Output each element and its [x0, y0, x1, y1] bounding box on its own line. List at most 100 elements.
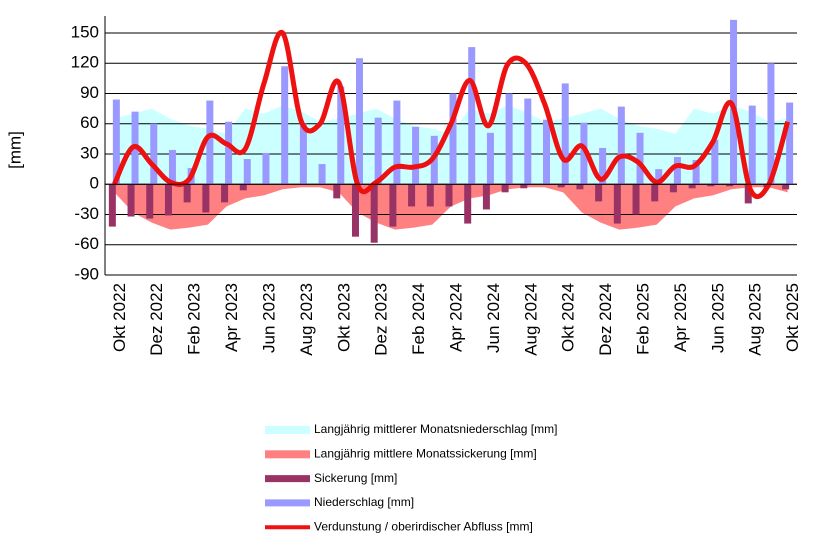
bar [355, 58, 363, 185]
y-tick-label: -90 [74, 264, 99, 283]
legend-label: Sickerung [mm] [314, 471, 397, 485]
bar [351, 184, 359, 237]
bar [393, 100, 401, 185]
bar [112, 99, 120, 185]
bar [262, 152, 270, 185]
bar [412, 126, 420, 185]
x-tick-label: Jun 2025 [708, 283, 727, 353]
bar [318, 164, 326, 185]
bar [299, 123, 307, 185]
bar [239, 184, 247, 191]
bar [183, 184, 191, 203]
bar [557, 184, 565, 188]
x-tick-label: Apr 2023 [222, 283, 241, 352]
y-tick-label: 90 [80, 83, 99, 102]
bar [150, 123, 158, 185]
bar [782, 184, 790, 190]
bar [613, 184, 621, 224]
y-tick-label: 150 [71, 22, 99, 41]
bar [599, 147, 607, 185]
x-tick-label: Aug 2023 [297, 283, 316, 356]
x-tick-label: Okt 2022 [110, 283, 129, 352]
bar [730, 19, 738, 185]
bar [580, 122, 588, 185]
bar [243, 159, 251, 185]
bar [505, 93, 513, 185]
bar [426, 184, 434, 207]
x-tick-label: Feb 2024 [409, 283, 428, 355]
bar [202, 184, 210, 213]
line [112, 29, 791, 200]
bar [127, 184, 135, 217]
bar [449, 93, 457, 185]
bar [370, 184, 378, 243]
bar [206, 100, 214, 185]
bar [281, 66, 289, 185]
bar [617, 106, 625, 185]
bar [767, 63, 775, 185]
bar [164, 184, 172, 216]
x-tick-label: Okt 2024 [559, 283, 578, 352]
bar [692, 160, 700, 185]
bar [711, 139, 719, 185]
bar [748, 105, 756, 185]
x-tick-label: Jun 2023 [259, 283, 278, 353]
bar [786, 102, 794, 185]
legend-label: Niederschlag [mm] [314, 495, 414, 509]
y-axis-label: [mm] [5, 131, 24, 169]
legend-label: Verdunstung / oberirdischer Abfluss [mm] [314, 519, 533, 533]
bar [408, 184, 416, 207]
bar [221, 184, 229, 203]
bar [168, 149, 176, 185]
legend-swatch [265, 426, 310, 434]
bar [655, 169, 663, 185]
bar [108, 184, 116, 227]
x-tick-label: Jun 2024 [484, 283, 503, 353]
bar [595, 184, 603, 202]
bar [688, 184, 696, 189]
legend-swatch [265, 450, 310, 459]
bar [389, 184, 397, 227]
x-tick-label: Aug 2025 [746, 283, 765, 356]
bar [146, 184, 154, 219]
legend-label: Langjährig mittlerer Monatsniederschlag … [314, 422, 557, 436]
bar [501, 184, 509, 193]
bar [374, 117, 382, 185]
legend-label: Langjährig mittlere Monatssickerung [mm] [314, 446, 537, 460]
y-tick-label: 60 [80, 113, 99, 132]
bar [524, 98, 532, 185]
x-tick-label: Dez 2024 [596, 283, 615, 356]
x-tick-label: Dez 2023 [372, 283, 391, 356]
bar [337, 86, 345, 185]
bar [225, 121, 233, 185]
bar [468, 47, 476, 185]
bar [520, 184, 528, 189]
bar [707, 184, 715, 187]
bar [673, 157, 681, 185]
bar [744, 184, 752, 204]
x-tick-label: Dez 2022 [147, 283, 166, 356]
x-tick-label: Okt 2023 [334, 283, 353, 352]
x-tick-label: Aug 2024 [521, 283, 540, 356]
x-tick-label: Apr 2025 [671, 283, 690, 352]
bar [482, 184, 490, 210]
bar [669, 184, 677, 193]
bar [576, 184, 584, 190]
y-tick-label: 30 [80, 143, 99, 162]
y-tick-label: 0 [90, 174, 99, 193]
y-tick-label: -60 [74, 234, 99, 253]
x-tick-label: Okt 2025 [783, 283, 802, 352]
bar [333, 184, 341, 199]
x-tick-label: Feb 2023 [185, 283, 204, 355]
bar [636, 132, 644, 185]
y-tick-label: -30 [74, 204, 99, 223]
bar [486, 132, 494, 185]
bar [464, 184, 472, 224]
x-tick-label: Feb 2025 [634, 283, 653, 355]
x-tick-label: Apr 2024 [446, 283, 465, 352]
bar [543, 119, 551, 185]
bar [632, 184, 640, 215]
y-tick-label: 120 [71, 53, 99, 72]
bar [651, 184, 659, 202]
